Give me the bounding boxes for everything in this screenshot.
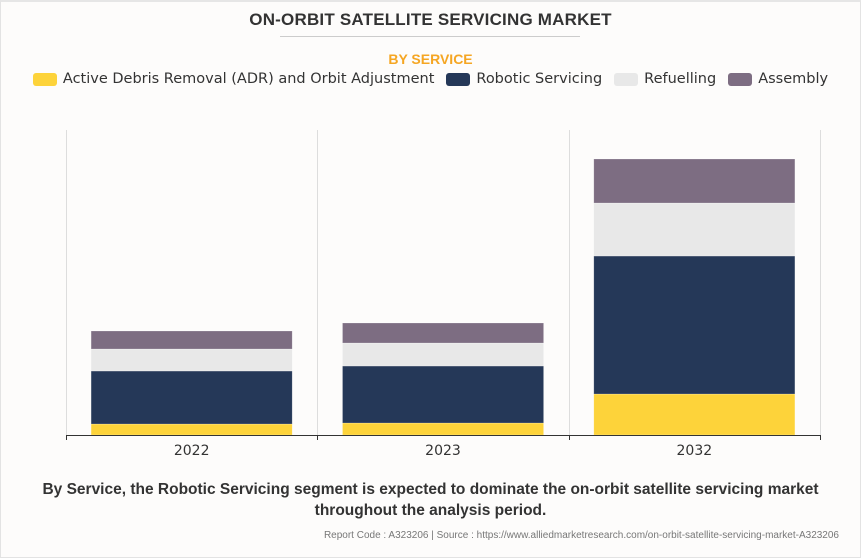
- bar-segment-2022-refuelling: [90, 348, 293, 372]
- bars: [90, 158, 796, 436]
- legend-item-assembly: Assembly: [728, 71, 828, 87]
- bar-segment-2032-assembly: [593, 158, 796, 204]
- bar-segment-2022-active-debris-removal-adr-and-orbit-adjustment: [90, 423, 293, 436]
- bar-segment-2032-robotic-servicing: [593, 255, 796, 395]
- legend-item-adr: Active Debris Removal (ADR) and Orbit Ad…: [32, 71, 435, 87]
- legend-swatch-robotic-servicing: [446, 72, 471, 86]
- bar-segment-2032-refuelling: [593, 202, 796, 257]
- chart-caption: By Service, the Robotic Servicing segmen…: [42, 481, 819, 519]
- legend-label-refuelling: Refuelling: [644, 71, 717, 87]
- bar-segment-2022-robotic-servicing: [90, 370, 293, 425]
- x-tick-label: 2032: [677, 443, 713, 459]
- title-divider: [280, 36, 580, 37]
- chart-title: ON-ORBIT SATELLITE SERVICING MARKET: [249, 10, 612, 29]
- source-text: Report Code : A323206 | Source : https:/…: [323, 530, 839, 541]
- bar-segment-2023-active-debris-removal-adr-and-orbit-adjustment: [342, 422, 544, 436]
- legend-swatch-adr: [32, 72, 57, 86]
- x-axis: 2022 2023 2032: [66, 435, 821, 459]
- legend-swatch-refuelling: [614, 72, 639, 86]
- x-tick-label: 2022: [174, 443, 210, 459]
- gridlines: [66, 130, 821, 435]
- bar-segment-2023-refuelling: [342, 342, 544, 367]
- chart-subtitle: BY SERVICE: [388, 51, 473, 67]
- bar-segment-2023-robotic-servicing: [342, 365, 544, 424]
- legend-item-robotic-servicing: Robotic Servicing: [446, 71, 602, 87]
- legend-item-refuelling: Refuelling: [614, 71, 716, 87]
- legend-label-adr: Active Debris Removal (ADR) and Orbit Ad…: [62, 71, 435, 87]
- legend-label-robotic-servicing: Robotic Servicing: [476, 71, 603, 87]
- legend-swatch-assembly: [728, 72, 753, 86]
- bar-segment-2022-assembly: [90, 330, 293, 350]
- bar-segment-2032-active-debris-removal-adr-and-orbit-adjustment: [593, 393, 796, 436]
- bar-segment-2023-assembly: [342, 322, 544, 344]
- legend-label-assembly: Assembly: [758, 71, 829, 87]
- x-tick-label: 2023: [425, 443, 461, 459]
- legend: Active Debris Removal (ADR) and Orbit Ad…: [0, 71, 861, 87]
